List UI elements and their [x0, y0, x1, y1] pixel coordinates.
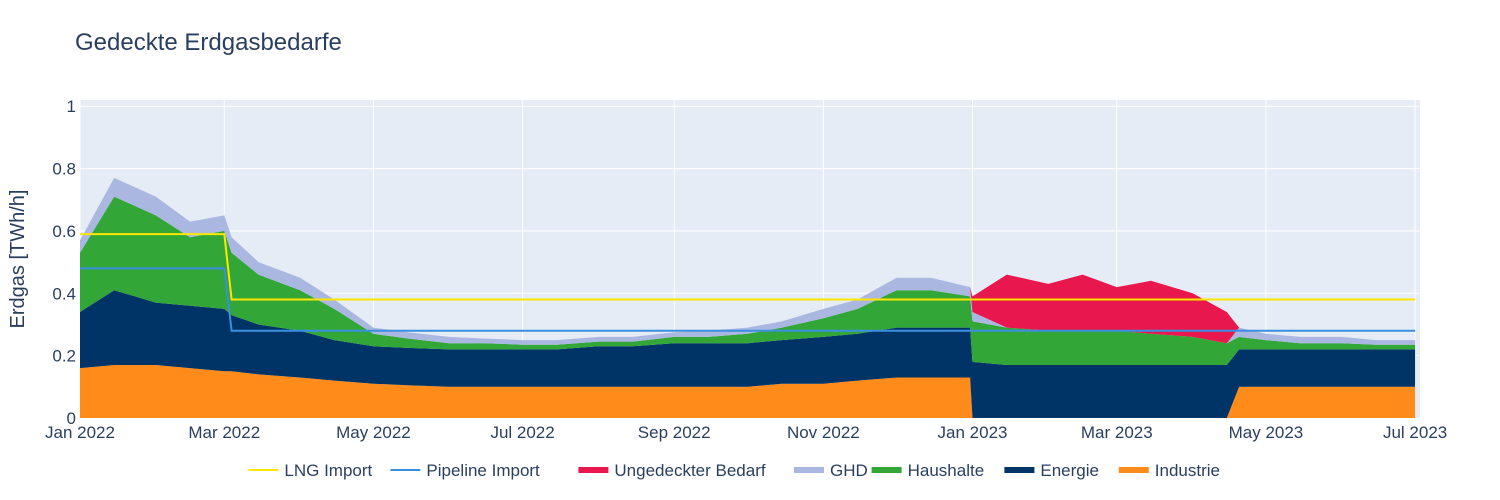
y-axis-label: Erdgas [TWh/h] [7, 190, 29, 329]
legend-label: Ungedeckter Bedarf [614, 461, 765, 480]
x-tick-label: Jul 2023 [1383, 423, 1447, 442]
legend[interactable]: LNG Import Pipeline Import Ungedeckter Bed… [248, 461, 1220, 480]
x-tick-label: Nov 2022 [787, 423, 860, 442]
x-tick-label: Sep 2022 [638, 423, 711, 442]
x-tick-label: Mar 2022 [188, 423, 260, 442]
y-tick-label: 0.6 [52, 222, 76, 241]
legend-label: Pipeline Import [426, 461, 540, 480]
x-tick-label: Jan 2023 [938, 423, 1008, 442]
legend-label: Haushalte [908, 461, 985, 480]
x-tick-label: May 2022 [336, 423, 411, 442]
line-lng-import [80, 233, 1416, 301]
legend-item-ungedeckter-bedarf[interactable]: Ungedeckter Bedarf [578, 461, 766, 480]
y-axis-ticks: 0 0.2 0.4 0.6 0.8 1 [52, 97, 76, 428]
legend-item-energie[interactable]: Energie [1004, 461, 1099, 480]
line-series-group [80, 233, 1416, 332]
legend-label: LNG Import [284, 461, 372, 480]
x-tick-label: Jul 2022 [490, 423, 554, 442]
legend-label: GHD [830, 461, 868, 480]
y-tick-label: 0 [67, 409, 76, 428]
y-tick-label: 0.4 [52, 284, 76, 303]
x-axis-ticks: Jan 2022 Mar 2022 May 2022 Jul 2022 Sep 2022… [45, 423, 1447, 442]
legend-item-pipeline-import[interactable]: Pipeline Import [390, 461, 540, 480]
y-tick-label: 0.2 [52, 347, 76, 366]
legend-label: Industrie [1155, 461, 1220, 480]
y-tick-label: 0.8 [52, 160, 76, 179]
x-tick-label: Mar 2023 [1081, 423, 1153, 442]
legend-item-lng-import[interactable]: LNG Import [248, 461, 373, 480]
line-pipeline-import [80, 267, 1416, 332]
legend-item-industrie[interactable]: Industrie [1118, 461, 1220, 480]
x-tick-label: Jan 2022 [45, 423, 115, 442]
legend-label: Energie [1040, 461, 1099, 480]
legend-item-haushalte[interactable]: Haushalte [871, 461, 985, 480]
area-ungedeckter-bedarf [80, 177, 1416, 344]
area-industrie [80, 365, 1416, 418]
chart-title: Gedeckte Erdgasbedarfe [75, 29, 342, 56]
y-tick-label: 1 [67, 97, 76, 116]
area-energie [80, 290, 1416, 418]
area-haushalte [80, 196, 1416, 365]
area-series-group [80, 177, 1416, 418]
legend-item-ghd[interactable]: GHD [794, 461, 868, 480]
x-tick-label: May 2023 [1229, 423, 1304, 442]
